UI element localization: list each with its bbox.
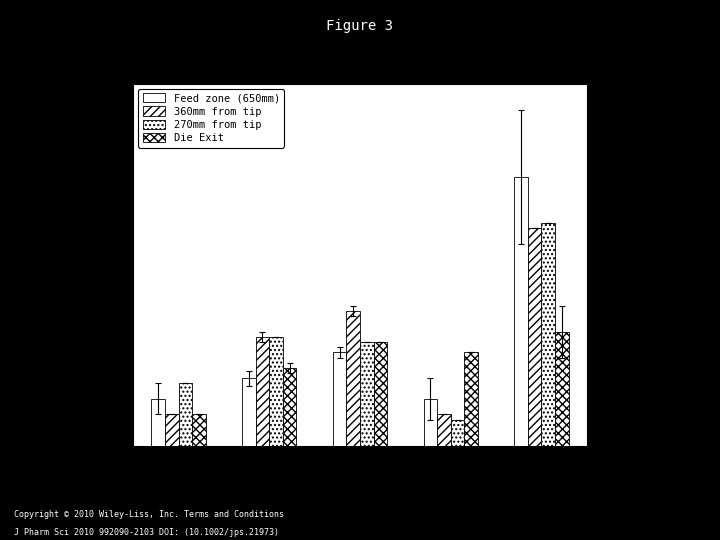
Bar [374, 342, 387, 446]
Bar [437, 415, 451, 446]
Bar [423, 399, 437, 446]
Bar [179, 383, 192, 446]
Text: Copyright © 2010 Wiley-Liss, Inc. Terms and Conditions: Copyright © 2010 Wiley-Liss, Inc. Terms … [14, 510, 284, 519]
Text: J Pharm Sci 2010 992090-2103 DOI: (10.1002/jps.21973): J Pharm Sci 2010 992090-2103 DOI: (10.10… [14, 528, 279, 537]
Bar [360, 342, 374, 446]
Bar [269, 337, 283, 445]
Bar [541, 223, 555, 446]
Bar [451, 420, 464, 446]
Bar [555, 332, 569, 446]
X-axis label: Particle Size (μm): Particle Size (μm) [270, 470, 450, 489]
Bar [514, 177, 528, 446]
Bar [165, 415, 179, 446]
Bar [151, 399, 165, 446]
Bar [346, 311, 360, 446]
Bar [242, 379, 256, 445]
Bar [464, 353, 478, 446]
Text: Figure 3: Figure 3 [326, 19, 394, 33]
Bar [256, 337, 269, 445]
Y-axis label: Frequency (%): Frequency (%) [91, 210, 105, 319]
Bar [283, 368, 297, 445]
Legend: Feed zone (650mm), 360mm from tip, 270mm from tip, Die Exit: Feed zone (650mm), 360mm from tip, 270mm… [138, 89, 284, 147]
Bar [333, 353, 346, 446]
Bar [528, 228, 541, 446]
Bar [192, 415, 206, 446]
